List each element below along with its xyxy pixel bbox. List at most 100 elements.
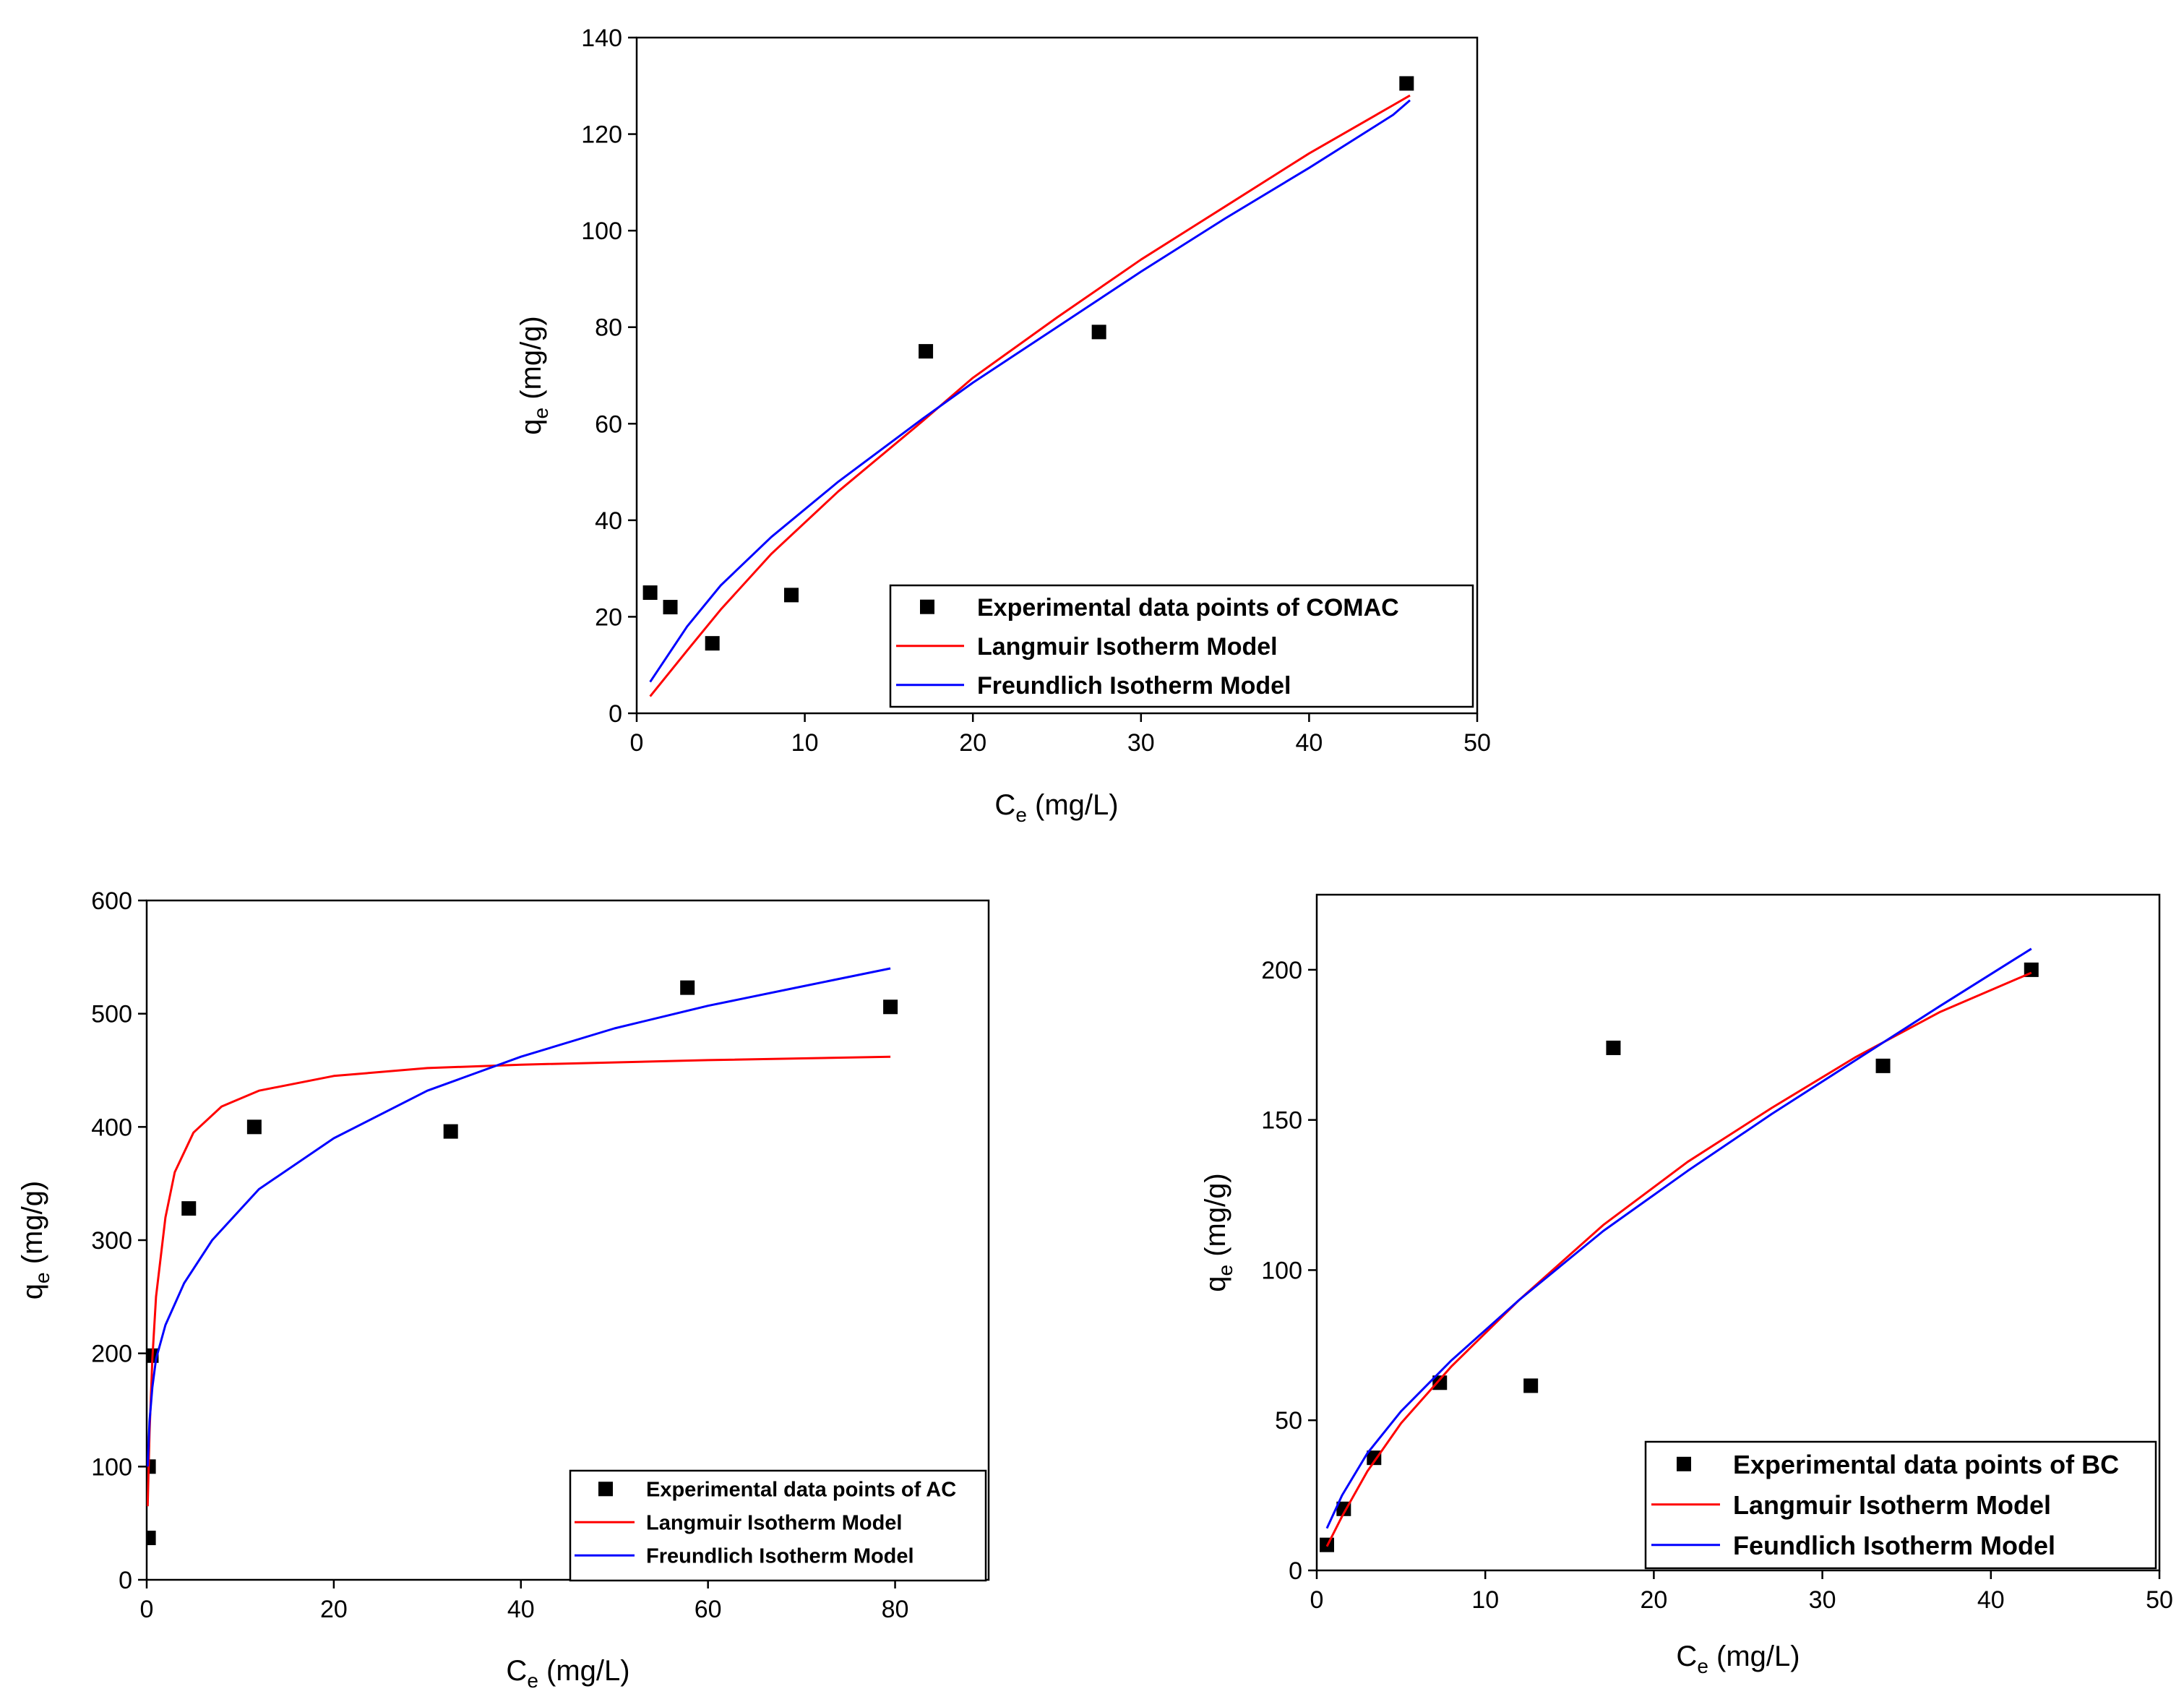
y-axis: 0 100 200 300 400 500 600 bbox=[91, 887, 147, 1594]
x-tick-label: 0 bbox=[630, 729, 644, 757]
y-axis-label: qe (mg/g) bbox=[515, 316, 552, 435]
langmuir-curve bbox=[649, 94, 1411, 697]
x-axis-label: Ce (mg/L) bbox=[994, 789, 1118, 826]
x-tick-label: 30 bbox=[1809, 1586, 1836, 1614]
x-tick-label: 40 bbox=[507, 1596, 535, 1623]
y-axis-label-unit: (mg/g) bbox=[1200, 1173, 1231, 1265]
y-tick-label: 100 bbox=[1261, 1257, 1302, 1284]
x-tick-label: 30 bbox=[1127, 729, 1155, 757]
legend-marker-square bbox=[1677, 1456, 1691, 1471]
x-tick-label: 10 bbox=[791, 729, 819, 757]
legend-entry: Langmuir Isotherm Model bbox=[646, 1512, 902, 1535]
legend-marker-square bbox=[598, 1482, 613, 1497]
legend-entry: Feundlich Isotherm Model bbox=[1733, 1531, 2055, 1560]
legend-entry: Experimental data points of BC bbox=[1733, 1450, 2119, 1479]
y-axis-label: qe (mg/g) bbox=[17, 1181, 53, 1300]
x-axis-label-unit: (mg/L) bbox=[1027, 789, 1119, 821]
freundlich-curve bbox=[1325, 947, 2032, 1529]
y-tick-label: 50 bbox=[1275, 1407, 1302, 1435]
y-tick-label: 400 bbox=[91, 1114, 132, 1141]
data-point bbox=[783, 588, 799, 603]
x-tick-label: 50 bbox=[2146, 1586, 2173, 1614]
x-axis-label: Ce (mg/L) bbox=[1676, 1641, 1800, 1677]
legend-box bbox=[569, 1469, 987, 1582]
x-axis: 0 10 20 30 40 50 bbox=[630, 713, 1491, 757]
y-tick-label: 120 bbox=[581, 121, 622, 149]
y-tick-label: 300 bbox=[91, 1227, 132, 1255]
x-axis-label-unit: (mg/L) bbox=[538, 1655, 630, 1687]
data-point bbox=[680, 980, 695, 995]
y-axis-label-unit: (mg/g) bbox=[17, 1181, 48, 1273]
y-axis-label-unit: (mg/g) bbox=[515, 316, 547, 408]
legend-box bbox=[889, 584, 1474, 708]
x-tick-label: 80 bbox=[882, 1596, 909, 1623]
data-point bbox=[1432, 1375, 1448, 1390]
x-axis-label-sub: e bbox=[1697, 1655, 1708, 1677]
x-tick-label: 20 bbox=[320, 1596, 348, 1623]
data-point bbox=[147, 1531, 156, 1546]
legend-marker-square bbox=[920, 599, 934, 614]
y-tick-label: 100 bbox=[581, 218, 622, 245]
data-point bbox=[1367, 1450, 1382, 1466]
plot-area bbox=[642, 76, 1414, 697]
y-tick-label: 0 bbox=[1289, 1557, 1302, 1585]
y-tick-label: 600 bbox=[91, 887, 132, 915]
y-axis-label-sub: e bbox=[530, 408, 552, 419]
legend-entry: Freundlich Isotherm Model bbox=[646, 1545, 914, 1568]
y-tick-label: 140 bbox=[581, 25, 622, 52]
x-axis-label-main: C bbox=[994, 789, 1015, 821]
legend-entry: Langmuir Isotherm Model bbox=[1733, 1490, 2051, 1520]
y-tick-label: 40 bbox=[595, 507, 622, 535]
y-axis-label-main: q bbox=[1200, 1276, 1231, 1292]
y-axis-label-sub: e bbox=[31, 1272, 53, 1284]
y-tick-label: 20 bbox=[595, 603, 622, 631]
freundlich-curve bbox=[649, 99, 1411, 683]
x-axis-label-sub: e bbox=[527, 1669, 538, 1692]
legend-entry: Experimental data points of AC bbox=[646, 1479, 956, 1502]
y-tick-label: 80 bbox=[595, 314, 622, 342]
y-tick-label: 0 bbox=[119, 1567, 132, 1594]
langmuir-curve bbox=[1325, 971, 2032, 1547]
data-point bbox=[919, 344, 934, 359]
x-tick-label: 60 bbox=[695, 1596, 722, 1623]
legend: Experimental data points of COMAC Langmui… bbox=[889, 584, 1474, 708]
legend-box bbox=[1644, 1440, 2157, 1570]
x-axis-label-sub: e bbox=[1015, 804, 1027, 826]
y-axis: 0 50 100 150 200 bbox=[1261, 957, 1317, 1585]
legend-entry: Experimental data points of COMAC bbox=[977, 594, 1399, 622]
y-tick-label: 500 bbox=[91, 1001, 132, 1028]
langmuir-curve bbox=[147, 1055, 891, 1507]
x-tick-label: 40 bbox=[1977, 1586, 2005, 1614]
data-point bbox=[1875, 1058, 1891, 1073]
x-tick-label: 20 bbox=[1640, 1586, 1667, 1614]
legend-entry: Langmuir Isotherm Model bbox=[977, 633, 1278, 661]
legend: Experimental data points of AC Langmuir I… bbox=[569, 1469, 987, 1582]
freundlich-curve bbox=[147, 967, 891, 1467]
plot-area bbox=[1319, 947, 2039, 1552]
data-point bbox=[1091, 324, 1106, 340]
data-point bbox=[1523, 1378, 1539, 1393]
data-point bbox=[705, 636, 720, 651]
x-tick-label: 20 bbox=[959, 729, 986, 757]
y-tick-label: 100 bbox=[91, 1453, 132, 1481]
x-tick-label: 10 bbox=[1471, 1586, 1499, 1614]
y-axis-label: qe (mg/g) bbox=[1200, 1173, 1237, 1292]
plot-frame bbox=[635, 36, 1479, 715]
x-tick-label: 40 bbox=[1295, 729, 1323, 757]
x-tick-label: 0 bbox=[1310, 1586, 1324, 1614]
y-axis-label-main: q bbox=[17, 1284, 48, 1299]
data-point bbox=[642, 585, 658, 601]
y-axis-label-main: q bbox=[515, 419, 547, 435]
legend: Experimental data points of BC Langmuir I… bbox=[1644, 1440, 2157, 1570]
plot-frame bbox=[1315, 893, 2161, 1572]
x-axis-label-unit: (mg/L) bbox=[1708, 1641, 1800, 1672]
data-point bbox=[1606, 1040, 1621, 1055]
x-axis-label-main: C bbox=[506, 1655, 527, 1687]
y-tick-label: 0 bbox=[609, 700, 622, 728]
data-point bbox=[663, 600, 678, 615]
data-point bbox=[1399, 76, 1414, 91]
data-point bbox=[181, 1201, 197, 1216]
plot-area bbox=[147, 967, 898, 1546]
